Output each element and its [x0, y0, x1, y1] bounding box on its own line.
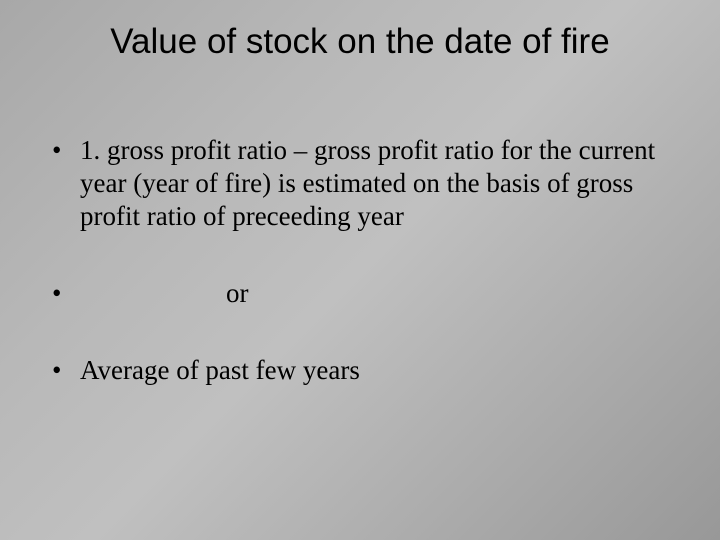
list-item: Average of past few years	[48, 354, 672, 387]
list-item: 1. gross profit ratio – gross profit rat…	[48, 134, 672, 233]
bullet-text-1: 1. gross profit ratio – gross profit rat…	[80, 135, 655, 231]
list-item: or	[48, 277, 672, 310]
slide-title: Value of stock on the date of fire	[48, 22, 672, 62]
bullet-text-3: Average of past few years	[80, 355, 360, 385]
slide-container: Value of stock on the date of fire 1. gr…	[0, 0, 720, 540]
bullet-list: 1. gross profit ratio – gross profit rat…	[48, 134, 672, 387]
bullet-text-2: or	[80, 277, 249, 310]
